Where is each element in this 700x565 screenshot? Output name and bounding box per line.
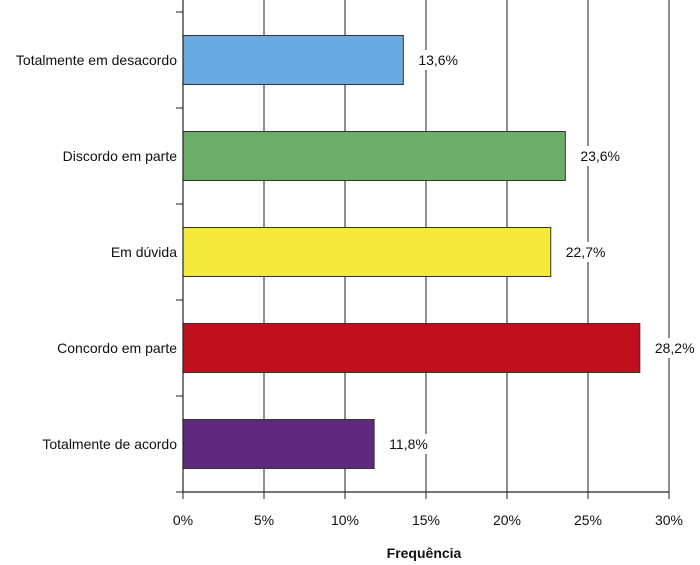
x-tick-label-5: 25%	[574, 512, 602, 528]
axes: 0% 5% 10% 15% 20% 25% 30%	[173, 0, 683, 528]
x-axis-title: Frequência	[387, 545, 462, 561]
value-label-bg-3	[652, 338, 697, 358]
value-label-bg-4	[387, 434, 432, 454]
category-label-0: Totalmente em desacordo	[16, 52, 177, 68]
x-tick-label-4: 20%	[493, 512, 521, 528]
bar-2	[182, 227, 552, 277]
value-label-bg-2	[563, 242, 608, 262]
x-tick-label-0: 0%	[173, 512, 193, 528]
x-tick-label-2: 10%	[331, 512, 359, 528]
value-label-bg-0	[416, 50, 461, 70]
category-label-3: Concordo em parte	[57, 340, 177, 356]
labels: Totalmente em desacordo 13,6% Discordo em …	[16, 50, 697, 454]
bar-4	[182, 419, 375, 469]
x-tick-label-6: 30%	[655, 512, 683, 528]
category-label-4: Totalmente de acordo	[42, 436, 177, 452]
value-label-0: 13,6%	[418, 52, 458, 68]
bar-0	[182, 35, 404, 85]
bars	[182, 35, 641, 469]
bar-1	[182, 131, 566, 181]
value-label-3: 28,2%	[655, 340, 695, 356]
category-label-1: Discordo em parte	[63, 148, 178, 164]
value-label-1: 23,6%	[580, 148, 620, 164]
bar-3	[182, 323, 641, 373]
x-tick-label-3: 15%	[412, 512, 440, 528]
x-tick-label-1: 5%	[254, 512, 274, 528]
category-label-2: Em dúvida	[111, 244, 177, 260]
value-label-2: 22,7%	[566, 244, 606, 260]
value-label-4: 11,8%	[389, 436, 428, 452]
value-label-bg-1	[578, 146, 623, 166]
